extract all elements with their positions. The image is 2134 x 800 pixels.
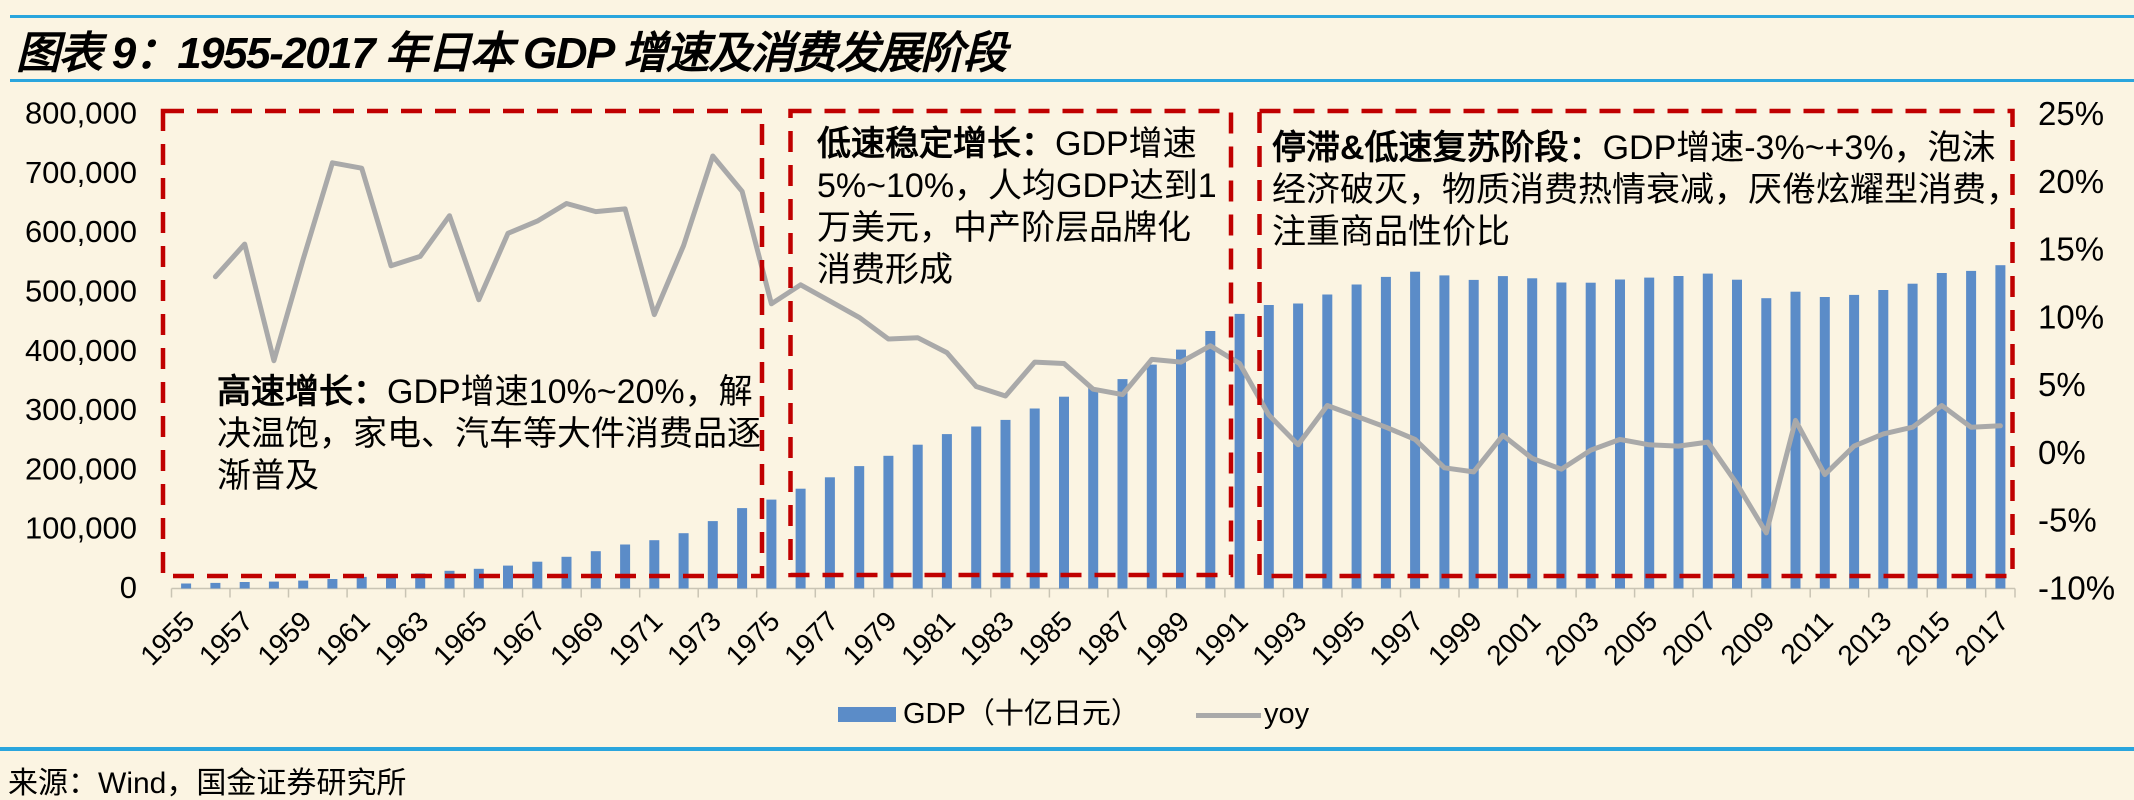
svg-text:15%: 15% xyxy=(2038,231,2104,268)
svg-text:2009: 2009 xyxy=(1715,605,1781,671)
svg-text:2011: 2011 xyxy=(1775,605,1840,670)
svg-text:1979: 1979 xyxy=(837,605,903,671)
svg-text:1987: 1987 xyxy=(1071,605,1137,671)
svg-text:1961: 1961 xyxy=(310,605,376,671)
svg-text:10%: 10% xyxy=(2038,298,2104,335)
svg-text:1999: 1999 xyxy=(1422,605,1488,671)
svg-text:20%: 20% xyxy=(2038,163,2104,200)
svg-text:1981: 1981 xyxy=(895,605,961,671)
svg-text:1963: 1963 xyxy=(368,605,434,671)
svg-text:yoy: yoy xyxy=(1264,698,1310,730)
svg-text:800,000: 800,000 xyxy=(25,96,137,131)
svg-text:2017: 2017 xyxy=(1949,605,2015,671)
svg-text:500,000: 500,000 xyxy=(25,273,137,308)
svg-text:0%: 0% xyxy=(2038,434,2086,471)
svg-text:2001: 2001 xyxy=(1480,605,1546,671)
svg-text:0: 0 xyxy=(120,570,137,605)
svg-text:2013: 2013 xyxy=(1832,605,1898,671)
svg-text:1995: 1995 xyxy=(1305,605,1371,671)
svg-text:600,000: 600,000 xyxy=(25,214,137,249)
svg-text:1955: 1955 xyxy=(134,605,200,671)
svg-text:1967: 1967 xyxy=(486,605,552,671)
svg-text:1965: 1965 xyxy=(427,605,493,671)
svg-text:1993: 1993 xyxy=(1246,605,1312,671)
svg-text:1997: 1997 xyxy=(1363,605,1429,671)
svg-text:1983: 1983 xyxy=(954,605,1020,671)
svg-text:GDP（十亿日元）: GDP（十亿日元） xyxy=(903,697,1140,730)
svg-text:2003: 2003 xyxy=(1539,605,1605,671)
svg-text:-10%: -10% xyxy=(2038,570,2115,607)
svg-text:2007: 2007 xyxy=(1656,605,1722,671)
svg-text:100,000: 100,000 xyxy=(25,511,137,546)
svg-text:1973: 1973 xyxy=(661,605,727,671)
svg-text:300,000: 300,000 xyxy=(25,392,137,427)
svg-text:25%: 25% xyxy=(2038,95,2104,132)
svg-text:2015: 2015 xyxy=(1890,605,1956,671)
svg-text:1971: 1971 xyxy=(603,605,669,671)
svg-text:1991: 1991 xyxy=(1188,605,1254,671)
svg-text:200,000: 200,000 xyxy=(25,451,137,486)
svg-text:700,000: 700,000 xyxy=(25,155,137,190)
svg-text:2005: 2005 xyxy=(1597,605,1663,671)
svg-text:1959: 1959 xyxy=(251,605,317,671)
svg-text:1985: 1985 xyxy=(1012,605,1078,671)
svg-text:-5%: -5% xyxy=(2038,502,2097,539)
svg-text:1957: 1957 xyxy=(193,605,259,671)
svg-text:5%: 5% xyxy=(2038,366,2086,403)
svg-text:1977: 1977 xyxy=(778,605,844,671)
svg-text:1969: 1969 xyxy=(544,605,610,671)
svg-text:400,000: 400,000 xyxy=(25,333,137,368)
svg-text:1975: 1975 xyxy=(720,605,786,671)
svg-text:1989: 1989 xyxy=(1129,605,1195,671)
